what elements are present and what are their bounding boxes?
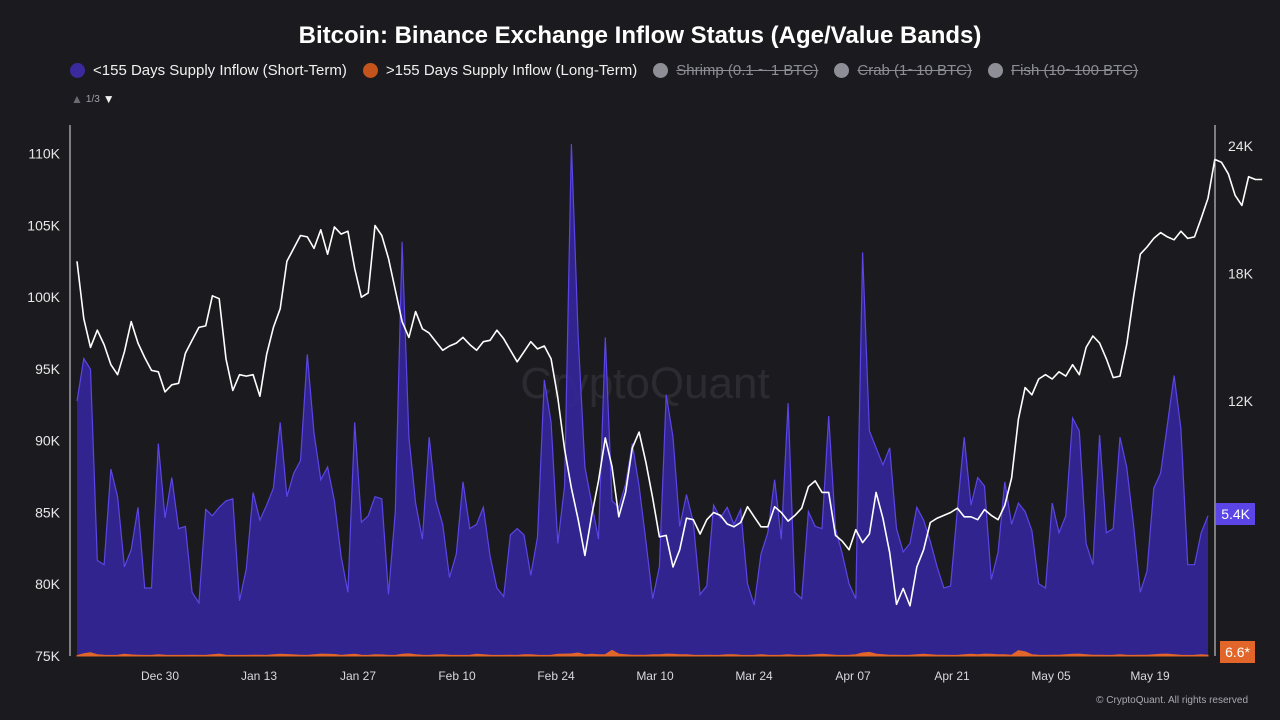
chart-title: Bitcoin: Binance Exchange Inflow Status … [298,22,982,49]
legend-dot-icon [988,63,1003,78]
left-axis-tick-label: 110K [28,146,60,162]
legend-dot-icon [362,63,378,78]
x-axis-tick-label: Feb 24 [537,669,575,683]
price-line [76,158,1263,607]
legend-label: Crab (1~10 BTC) [857,62,972,79]
left-axis-tick-label: 80K [35,576,61,592]
legend-item-shrimp[interactable]: Shrimp (0.1 ~ 1 BTC) [653,62,818,79]
x-axis-tick-label: Feb 10 [438,669,476,683]
pager-up-icon[interactable]: ▲ [71,92,83,106]
left-axis-tick-label: 75K [35,648,61,664]
short-term-value-badge: 5.4K [1216,502,1255,525]
legend-item-crab[interactable]: Crab (1~10 BTC) [834,62,972,79]
legend: <155 Days Supply Inflow (Short-Term) >15… [70,62,1138,79]
legend-dot-icon [653,63,669,78]
x-axis-tick-label: Mar 10 [636,669,674,683]
x-axis-tick-label: Apr 07 [835,669,871,683]
right-axis-tick-label: 12K [1228,393,1254,409]
legend-dot-icon [834,63,850,78]
left-axis-tick-label: 100K [27,289,60,305]
left-axis-tick-label: 105K [27,217,60,233]
legend-dot-icon [70,63,85,78]
left-axis-tick-label: 95K [35,361,61,377]
x-axis-tick-label: Jan 13 [241,669,277,683]
copyright-credit: © CryptoQuant. All rights reserved [1096,695,1248,706]
pager-label: 1/3 [85,93,100,105]
x-axis-tick-label: Mar 24 [735,669,773,683]
x-axis-tick-label: Dec 30 [141,669,179,683]
legend-item-short-term[interactable]: <155 Days Supply Inflow (Short-Term) [70,62,347,79]
long-term-area [76,649,1209,657]
short-term-line [76,144,1209,606]
x-axis-tick-label: Jan 27 [340,669,376,683]
watermark: CryptoQuant [520,359,769,408]
right-axis-tick-label: 18K [1228,266,1254,282]
left-axis-tick-label: 90K [35,433,61,449]
x-axis-tick-label: May 19 [1130,669,1170,683]
legend-item-long-term[interactable]: >155 Days Supply Inflow (Long-Term) [362,62,638,79]
legend-label: <155 Days Supply Inflow (Short-Term) [93,62,347,79]
legend-label: Shrimp (0.1 ~ 1 BTC) [676,62,819,79]
legend-label: Fish (10~100 BTC) [1011,62,1139,79]
legend-label: >155 Days Supply Inflow (Long-Term) [385,62,638,79]
legend-item-fish[interactable]: Fish (10~100 BTC) [988,62,1138,79]
x-axis-tick-label: Apr 21 [934,669,970,683]
short-term-area [77,144,1208,656]
pager-down-icon[interactable]: ▼ [102,92,115,106]
x-axis-tick-label: May 05 [1031,669,1071,683]
legend-pager: ▲ 1/3 ▼ [71,92,115,106]
right-axis-tick-label: 24K [1228,138,1254,154]
left-axis-tick-label: 85K [35,504,61,520]
long-term-value-badge: 6.6* [1220,641,1255,663]
